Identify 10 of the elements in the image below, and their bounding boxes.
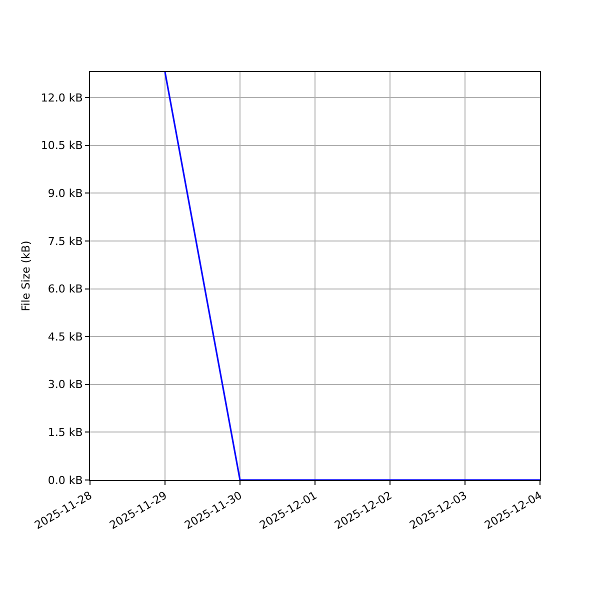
y-tick-label: 1.5 kB: [48, 426, 83, 440]
y-tick-label: 12.0 kB: [40, 91, 83, 104]
y-tick-label: 3.0 kB: [48, 378, 83, 392]
y-axis-title: File Size (kB): [20, 240, 33, 312]
y-tick-label: 10.5 kB: [40, 139, 83, 152]
y-tick-label: 0.0 kB: [48, 474, 83, 487]
y-tick-label: 7.5 kB: [48, 234, 83, 248]
y-tick-label: 6.0 kB: [48, 282, 83, 296]
y-tick-label: 4.5 kB: [48, 330, 83, 344]
y-tick-label: 9.0 kB: [48, 186, 83, 200]
